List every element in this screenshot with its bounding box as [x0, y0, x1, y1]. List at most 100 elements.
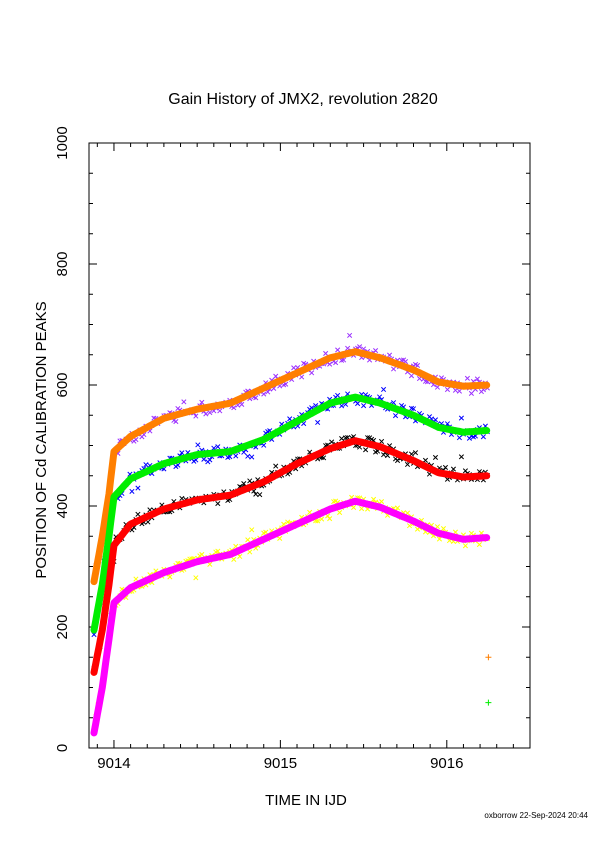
outlier-point	[485, 654, 492, 661]
scatter-point	[277, 535, 283, 541]
scatter-point	[207, 410, 213, 416]
scatter-point	[394, 505, 401, 511]
plot-frame	[88, 142, 531, 749]
scatter-point	[307, 509, 313, 515]
scatter-point	[135, 485, 141, 491]
scatter-point	[329, 439, 335, 445]
scatter-point	[239, 401, 245, 407]
scatter-point	[215, 444, 221, 450]
scatter-point	[217, 408, 223, 414]
scatter-point	[432, 454, 439, 461]
scatter-point	[347, 332, 353, 338]
fit-curve	[90, 393, 491, 634]
scatter-point	[371, 496, 377, 502]
scatter-point	[373, 348, 379, 354]
major-ticks	[89, 142, 530, 749]
x-axis-label: TIME IN IJD	[265, 792, 347, 809]
scatter-point	[199, 551, 205, 558]
scatter-point	[231, 405, 237, 411]
scatter-point	[339, 436, 345, 442]
scatter-point	[253, 395, 259, 401]
scatter-point	[281, 521, 287, 527]
credit-text: oxborrow 22-Sep-2024 20:44	[484, 811, 588, 820]
x-tick-label: 9015	[264, 755, 297, 772]
scatter-point	[355, 400, 361, 407]
scatter-point	[193, 413, 199, 419]
scatter-point	[273, 463, 279, 469]
scatter-point	[309, 370, 315, 376]
outlier-point	[485, 699, 492, 706]
scatter-series	[91, 332, 490, 582]
fit-curve	[90, 437, 491, 676]
scatter-point	[207, 561, 213, 567]
scatter-point	[476, 541, 482, 548]
scatter-point	[414, 362, 421, 369]
scatter-point	[339, 403, 345, 409]
scatter-point	[245, 453, 251, 459]
scatter-point	[167, 574, 173, 580]
scatter-point	[406, 523, 413, 529]
scatter-point	[257, 492, 263, 498]
y-tick-label: 0	[54, 744, 71, 752]
scatter-point	[468, 390, 474, 396]
scatter-point	[335, 392, 341, 398]
scatter-point	[201, 456, 207, 462]
scatter-point	[263, 529, 269, 535]
scatter-point	[337, 510, 343, 516]
scatter-point	[361, 403, 367, 409]
scatter-point	[261, 442, 267, 448]
scatter-point	[179, 450, 185, 456]
x-tick-label: 9014	[97, 755, 130, 772]
minor-ticks	[89, 143, 531, 748]
scatter-point	[261, 391, 267, 397]
scatter-point	[233, 453, 239, 459]
scatter-point	[390, 366, 397, 372]
scatter-point	[173, 419, 179, 425]
scatter-point	[207, 457, 213, 463]
fit-curve	[90, 348, 491, 586]
y-axis-label: POSITION OF Cd CALIBRATION PEAKS	[33, 301, 50, 578]
scatter-point	[193, 575, 199, 581]
scatter-point	[335, 347, 341, 353]
scatter-point	[215, 548, 221, 554]
scatter-point	[422, 457, 429, 463]
scatter-point	[434, 384, 441, 390]
scatter-point	[386, 352, 393, 358]
scatter-point	[215, 500, 221, 507]
fit-curves	[90, 348, 491, 737]
scatter-point	[357, 344, 363, 350]
scatter-point	[179, 495, 185, 501]
scatter-point	[133, 576, 139, 582]
scatter-point	[129, 488, 135, 494]
scatter-point	[333, 360, 339, 366]
scatter-point	[456, 388, 462, 394]
scatter-point	[450, 466, 457, 472]
scatter-point	[404, 461, 411, 468]
scatter-point	[408, 373, 415, 379]
chart-title: Gain History of JMX2, revolution 2820	[168, 91, 438, 108]
scatter-point	[237, 553, 243, 560]
scatter-point	[480, 434, 486, 440]
scatter-point	[464, 375, 470, 381]
scatter-point	[299, 374, 305, 380]
scatter-point	[456, 435, 462, 441]
scatter-point	[381, 452, 387, 458]
y-tick-label: 800	[54, 251, 71, 276]
scatter-point	[247, 549, 253, 555]
scatter-point	[458, 415, 464, 421]
x-tick-label: 9016	[430, 755, 463, 772]
plot-area-border	[88, 142, 531, 749]
scatter-point	[327, 361, 333, 367]
scatter-point	[381, 386, 387, 393]
scatter-point	[323, 350, 329, 356]
scatter-point	[412, 450, 419, 456]
scatter-point	[379, 438, 385, 445]
scatter-point	[203, 411, 209, 417]
y-tick-label: 200	[54, 614, 71, 639]
scatter-point	[379, 498, 385, 505]
scatter-point	[440, 526, 447, 532]
scatter-point	[442, 464, 449, 470]
y-tick-label: 600	[54, 372, 71, 397]
scatter-point	[365, 435, 371, 441]
